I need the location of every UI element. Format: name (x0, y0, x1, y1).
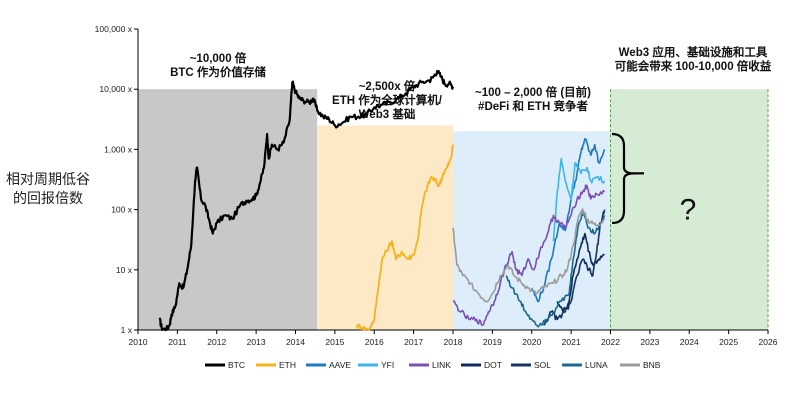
x-tick-label: 2010 (129, 337, 148, 347)
x-tick-label: 2022 (601, 337, 620, 347)
x-tick-label: 2017 (404, 337, 423, 347)
legend-label-aave: AAVE (329, 360, 351, 370)
phase-label-eth-era-2: ETH 作为全球计算机/ (332, 93, 443, 107)
series-line-eth (355, 144, 454, 331)
legend-label-bnb: BNB (643, 360, 661, 370)
series-line-link (452, 184, 606, 326)
x-tick-label: 2013 (247, 337, 266, 347)
series-line-luna (505, 211, 606, 328)
phase-label-btc-era-2: BTC 作为价值存储 (170, 65, 266, 79)
y-axis-title: 相对周期低谷 的回报倍数 (2, 170, 94, 208)
series-line-yfi (552, 157, 606, 242)
series-line-aave (531, 138, 606, 303)
phase-band-defi-era (453, 131, 611, 330)
y-tick-label: 1 x (121, 325, 133, 335)
phase-band-web3-era (610, 89, 768, 330)
question-mark: ? (680, 194, 697, 227)
legend-label-btc: BTC (228, 360, 245, 370)
legend-label-yfi: YFI (381, 360, 394, 370)
x-tick-label: 2023 (640, 337, 659, 347)
series-line-bnb (452, 208, 606, 303)
legend-label-dot: DOT (484, 360, 502, 370)
x-tick-label: 2012 (207, 337, 226, 347)
x-tick-label: 2020 (522, 337, 541, 347)
phase-label-defi-era-2: #DeFi 和 ETH 竞争者 (478, 99, 588, 113)
y-tick-label: 1,000 x (104, 144, 133, 154)
phase-label-web3-era-1: Web3 应用、基础设施和工具 (619, 45, 768, 59)
legend-label-link: LINK (432, 360, 451, 370)
phase-band-eth-era (317, 125, 453, 331)
legend-label-luna: LUNA (585, 360, 608, 370)
x-tick-label: 2024 (680, 337, 699, 347)
phase-label-web3-era-2: 可能会带来 100-10,000 倍收益 (615, 59, 772, 73)
x-tick-label: 2026 (759, 337, 778, 347)
x-tick-label: 2014 (286, 337, 305, 347)
legend-label-eth: ETH (279, 360, 296, 370)
y-tick-label: 100,000 x (95, 24, 133, 34)
y-tick-label: 10,000 x (99, 84, 132, 94)
phase-label-btc-era-1: ~10,000 倍 (190, 51, 247, 65)
x-tick-label: 2011 (168, 337, 187, 347)
x-tick-label: 2021 (562, 337, 581, 347)
phase-label-eth-era-1: ~2,500x 倍 (359, 79, 416, 93)
x-tick-label: 2025 (719, 337, 738, 347)
phase-label-defi-era-1: ~100 – 2,000 倍 (目前) (475, 85, 591, 99)
series-line-btc (158, 69, 455, 332)
x-tick-label: 2018 (444, 337, 463, 347)
legend-label-sol: SOL (534, 360, 551, 370)
phase-band-btc-era (138, 89, 318, 330)
x-tick-label: 2016 (365, 337, 384, 347)
x-tick-label: 2019 (483, 337, 502, 347)
series-line-sol (543, 209, 606, 326)
y-tick-label: 10 x (116, 265, 133, 275)
x-tick-label: 2015 (325, 337, 344, 347)
y-axis-title-line-2: 的回报倍数 (13, 190, 83, 206)
y-tick-label: 100 x (111, 205, 133, 215)
y-axis-title-line-1: 相对周期低谷 (6, 171, 90, 187)
